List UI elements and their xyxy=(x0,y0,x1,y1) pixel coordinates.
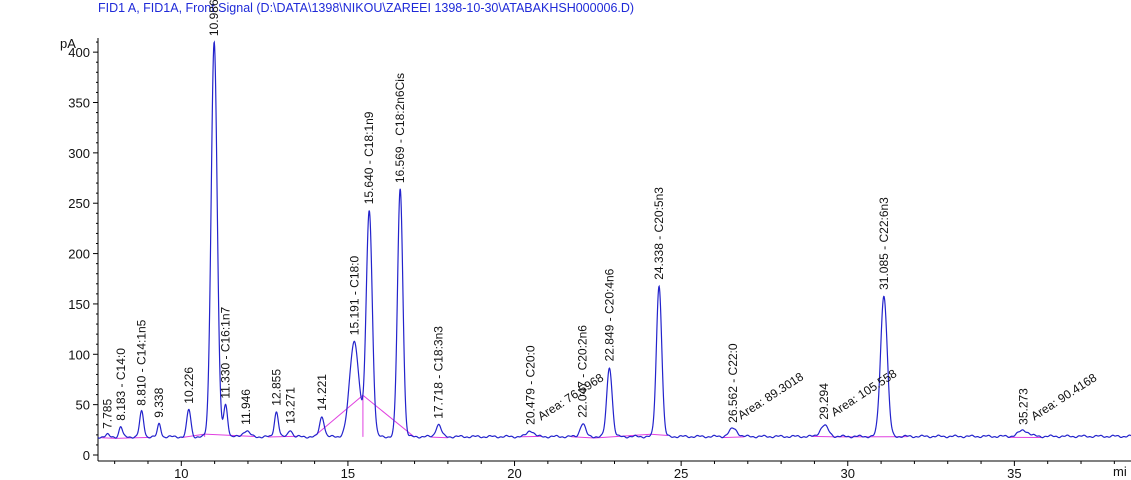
peak-label: 14.221 xyxy=(315,374,329,411)
peak-label: 11.946 xyxy=(239,389,253,425)
integration-baseline xyxy=(721,436,745,439)
peak-label: 7.785 xyxy=(100,399,114,429)
x-tick-label: 25 xyxy=(674,466,688,480)
integration-baseline xyxy=(651,433,668,436)
peak-label: 10.226 xyxy=(182,367,196,404)
peak-label: 17.718 - C18:3n3 xyxy=(431,326,445,419)
peak-label: 13.271 xyxy=(283,387,297,424)
area-annotation: Area: 76.5968 xyxy=(535,370,606,423)
y-tick-label: 350 xyxy=(68,96,90,111)
x-tick-label: 35 xyxy=(1007,466,1021,480)
peak-label: 22.047 - C20:2n6 xyxy=(576,325,590,418)
signal-trace xyxy=(97,40,1131,439)
peak-label: 35.273 xyxy=(1016,388,1030,425)
y-axis-label: pA xyxy=(60,36,76,51)
peak-label: 15.191 - C18:0 xyxy=(347,255,361,335)
chart-title: FID1 A, FID1A, Front Signal (D:\DATA\139… xyxy=(98,1,635,15)
x-tick-label: 15 xyxy=(341,466,355,480)
integration-baseline xyxy=(431,436,448,439)
x-tick-label: 10 xyxy=(174,466,188,480)
peak-label: 8.183 - C14:0 xyxy=(114,348,128,421)
peak-label: 9.338 xyxy=(152,387,166,417)
y-ticks: 0 50 100 150 200 250 300 350 400 xyxy=(68,41,98,463)
area-annotation: Area: 89.3018 xyxy=(735,369,806,422)
peak-label: 15.640 - C18:1n9 xyxy=(362,111,376,204)
y-tick-label: 250 xyxy=(68,196,90,211)
peak-label: 12.855 xyxy=(269,369,283,406)
y-tick-label: 200 xyxy=(68,247,90,262)
peak-label: 26.562 - C22:0 xyxy=(726,343,740,423)
peak-label: 31.085 - C22:6n3 xyxy=(877,197,891,290)
y-tick-label: 50 xyxy=(76,398,90,413)
integration-baseline xyxy=(204,433,255,438)
peak-label: 29.294 xyxy=(817,383,831,420)
y-tick-label: 0 xyxy=(83,448,90,463)
y-tick-label: 100 xyxy=(68,347,90,362)
x-tick-label: 20 xyxy=(507,466,521,480)
area-annotation: Area: 90.4168 xyxy=(1028,370,1099,423)
x-tick-label: 30 xyxy=(841,466,855,480)
peak-label: 11.330 - C16:1n7 xyxy=(219,306,233,398)
integration-baseline xyxy=(101,437,117,439)
peak-label: 24.338 - C20:5n3 xyxy=(652,187,666,280)
peak-label: 10.986 - C16:0 xyxy=(207,0,221,36)
x-axis-label: mi xyxy=(1113,464,1127,479)
integration-baseline xyxy=(267,435,298,438)
x-ticks: 10 15 20 25 30 35 xyxy=(114,461,1115,480)
y-tick-label: 400 xyxy=(68,45,90,60)
peak-labels: 7.785 8.183 - C14:0 8.810 - C14:1n5 9.338 10… xyxy=(100,0,1030,429)
integration-baseline xyxy=(314,394,364,437)
peak-label: 8.810 - C14:1n5 xyxy=(135,319,149,405)
peak-label: 16.569 - C18:2n6Cis xyxy=(393,73,407,183)
peak-label: 22.849 - C20:4n6 xyxy=(602,268,616,361)
integration-baseline xyxy=(571,436,595,439)
peak-label: 20.479 - C20:0 xyxy=(523,345,537,425)
integration-baseline xyxy=(362,394,415,438)
y-tick-label: 300 xyxy=(68,146,90,161)
y-tick-label: 150 xyxy=(68,297,90,312)
